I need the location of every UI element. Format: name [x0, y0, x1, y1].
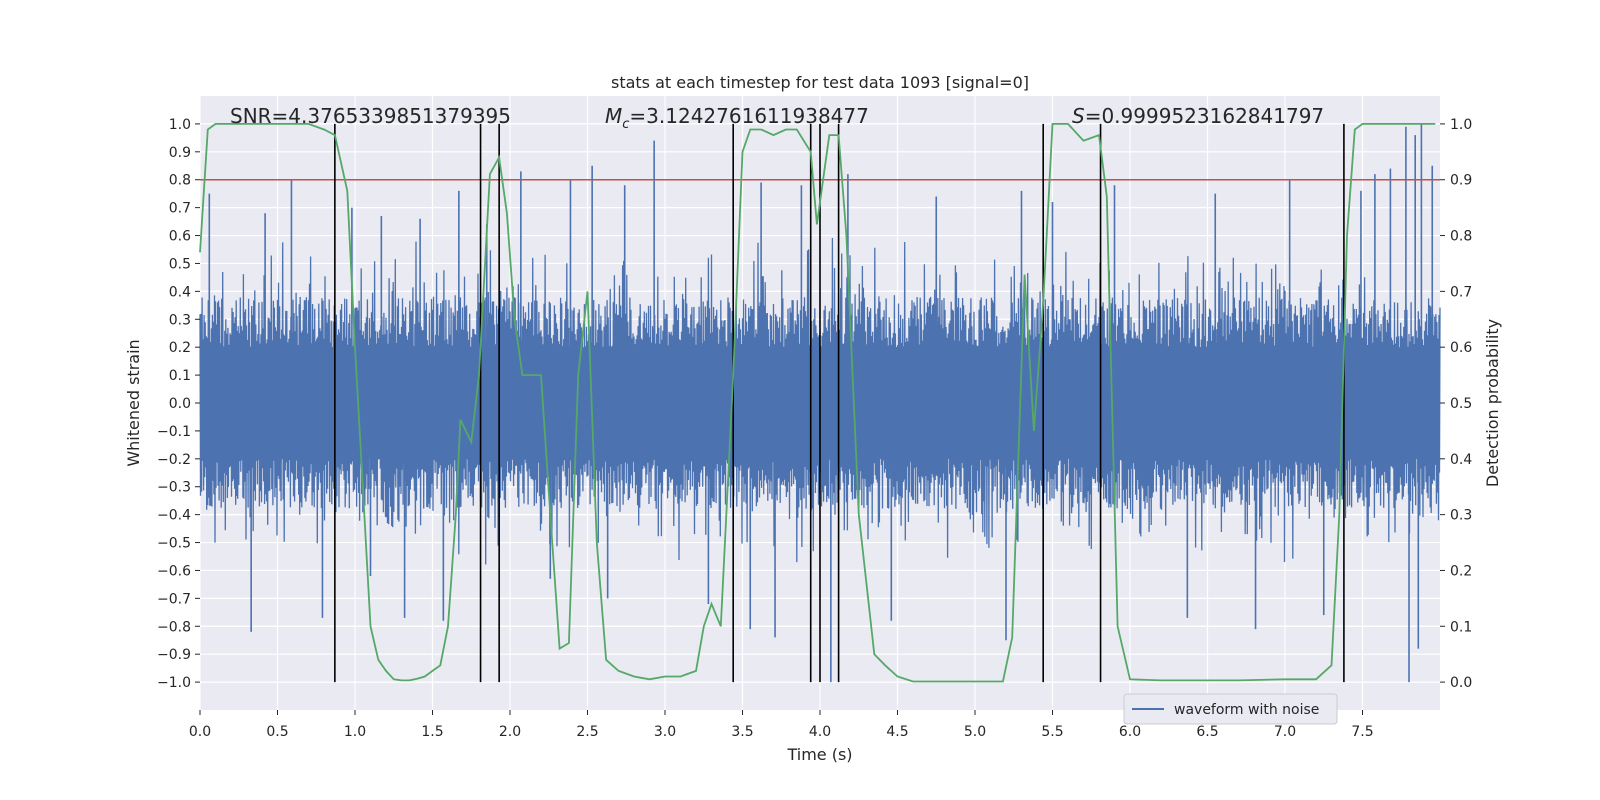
detection-probability-line — [199, 123, 1436, 683]
x-tick-label: 4.0 — [809, 724, 831, 740]
chirp-mass-symbol: M — [605, 104, 622, 128]
y2-tick-label: 1.0 — [1450, 117, 1472, 133]
legend: waveform with noise — [1123, 693, 1338, 725]
y-tick-label: 0.8 — [169, 173, 191, 189]
y2-tick-label: 0.7 — [1450, 284, 1472, 300]
y-tick-label: −0.8 — [157, 619, 191, 635]
y-tick-label: −0.2 — [157, 452, 191, 468]
x-tick-label: 5.5 — [1041, 724, 1063, 740]
chart-title: stats at each timestep for test data 109… — [611, 73, 1029, 92]
y-tick-label: 0.7 — [169, 201, 191, 217]
x-tick-label: 0.0 — [189, 724, 211, 740]
y-tick-label: −1.0 — [157, 675, 191, 691]
y-tick-label: 0.1 — [169, 368, 191, 384]
x-tick-label: 1.5 — [421, 724, 443, 740]
y2-tick-label: 0.2 — [1450, 563, 1472, 579]
y-tick-label: 0.3 — [169, 312, 191, 328]
s-value: =0.9999523162841797 — [1085, 104, 1324, 128]
x-tick-label: 6.5 — [1196, 724, 1218, 740]
x-tick-label: 7.5 — [1351, 724, 1373, 740]
x-ticks: 0.0 0.5 1.0 1.5 2.0 2.5 3.0 3.5 4.0 4.5 5.0 5.5 6.0 6… — [189, 710, 1374, 740]
y2-ticks: 1.0 0.9 0.8 0.7 0.6 0.5 0.4 0.3 0.2 0.1 0.0 — [1440, 117, 1472, 691]
y-tick-label: 0.9 — [169, 145, 191, 161]
y-tick-label: −0.6 — [157, 563, 191, 579]
legend-label-waveform: waveform with noise — [1174, 702, 1319, 718]
x-tick-label: 6.0 — [1119, 724, 1141, 740]
chirp-mass-annotation: Mc=3.1242761611938477 — [605, 104, 869, 132]
y-tick-label: −0.1 — [157, 424, 191, 440]
y-tick-label: 0.6 — [169, 229, 191, 245]
y-tick-label: 0.5 — [169, 256, 191, 272]
y-axis-label: Whitened strain — [124, 339, 143, 466]
y-tick-label: −0.7 — [157, 591, 191, 607]
chirp-mass-subscript: c — [622, 117, 629, 132]
x-tick-label: 3.0 — [654, 724, 676, 740]
y-tick-label: 0.4 — [169, 284, 191, 300]
y2-tick-label: 0.0 — [1450, 675, 1472, 691]
x-tick-label: 2.0 — [499, 724, 521, 740]
y-tick-label: −0.4 — [157, 508, 191, 524]
x-tick-label: 7.0 — [1274, 724, 1296, 740]
y-tick-label: 0.2 — [169, 340, 191, 356]
x-tick-label: 3.5 — [731, 724, 753, 740]
y-tick-label: 0.0 — [169, 396, 191, 412]
snr-annotation: SNR=4.3765339851379395 — [230, 104, 511, 128]
y2-tick-label: 0.6 — [1450, 340, 1472, 356]
x-tick-label: 1.0 — [344, 724, 366, 740]
y2-tick-label: 0.4 — [1450, 452, 1472, 468]
y-tick-label: −0.3 — [157, 480, 191, 496]
legend-box — [1123, 693, 1338, 725]
y2-tick-label: 0.3 — [1450, 508, 1472, 524]
y-ticks: 1.0 0.9 0.8 0.7 0.6 0.5 0.4 0.3 0.2 0.1 0.0 −0.1 −0.… — [157, 117, 200, 691]
s-annotation: S=0.9999523162841797 — [1072, 104, 1324, 128]
y2-tick-label: 0.9 — [1450, 173, 1472, 189]
y2-tick-label: 0.1 — [1450, 619, 1472, 635]
x-tick-label: 2.5 — [576, 724, 598, 740]
x-axis-label: Time (s) — [786, 745, 852, 764]
y2-tick-label: 0.5 — [1450, 396, 1472, 412]
x-tick-label: 0.5 — [266, 724, 288, 740]
y2-axis-label: Detection probability — [1483, 319, 1502, 487]
vertical-lines — [334, 123, 1345, 683]
y2-tick-label: 0.8 — [1450, 229, 1472, 245]
chirp-mass-value: =3.1242761611938477 — [629, 104, 868, 128]
y-tick-label: −0.5 — [157, 536, 191, 552]
x-tick-label: 4.5 — [886, 724, 908, 740]
s-symbol: S — [1072, 104, 1085, 128]
y-tick-label: 1.0 — [169, 117, 191, 133]
x-tick-label: 5.0 — [964, 724, 986, 740]
y-tick-label: −0.9 — [157, 647, 191, 663]
